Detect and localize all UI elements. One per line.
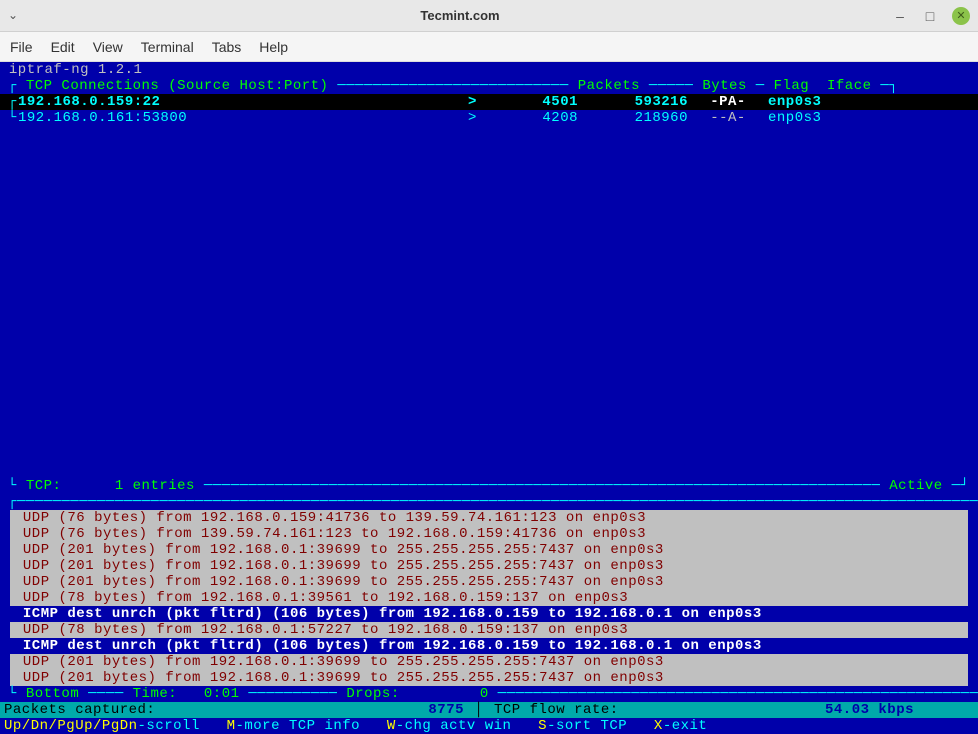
tcp-frame-top: ┌ TCP Connections (Source Host:Port) ───… [0, 78, 978, 94]
connection-list: ┌192.168.0.159:22>4501593216-PA-enp0s3└1… [0, 94, 978, 126]
minimize-button[interactable]: – [892, 8, 908, 24]
menu-file[interactable]: File [10, 39, 33, 55]
app-window: ⌄ Tecmint.com – □ ✕ File Edit View Termi… [0, 0, 978, 734]
stats-separator: │ [464, 702, 494, 718]
maximize-button[interactable]: □ [922, 8, 938, 24]
stats-row: Packets captured: 8775 │ TCP flow rate: … [0, 702, 978, 718]
log-line: ICMP dest unrch (pkt fltrd) (106 bytes) … [10, 638, 968, 654]
menu-help[interactable]: Help [259, 39, 288, 55]
menu-view[interactable]: View [93, 39, 123, 55]
log-line: UDP (201 bytes) from 192.168.0.1:39699 t… [10, 654, 968, 670]
program-title: iptraf-ng 1.2.1 [0, 62, 978, 78]
flow-value: 54.03 kbps [674, 702, 914, 718]
app-menu-icon[interactable]: ⌄ [8, 8, 28, 23]
close-button[interactable]: ✕ [952, 7, 970, 25]
menu-terminal[interactable]: Terminal [141, 39, 194, 55]
log-line: UDP (201 bytes) from 192.168.0.1:39699 t… [10, 542, 968, 558]
menu-tabs[interactable]: Tabs [212, 39, 242, 55]
log-line: UDP (201 bytes) from 192.168.0.1:39699 t… [10, 558, 968, 574]
captured-value: 8775 [204, 702, 464, 718]
menubar: File Edit View Terminal Tabs Help [0, 32, 978, 62]
connection-row[interactable]: └192.168.0.161:53800>4208218960--A-enp0s… [0, 110, 978, 126]
log-line: ICMP dest unrch (pkt fltrd) (106 bytes) … [10, 606, 968, 622]
window-title: Tecmint.com [28, 8, 892, 23]
window-controls: – □ ✕ [892, 7, 970, 25]
log-line: UDP (78 bytes) from 192.168.0.1:39561 to… [10, 590, 968, 606]
captured-label: Packets captured: [4, 702, 204, 718]
packet-log: UDP (76 bytes) from 192.168.0.159:41736 … [10, 510, 968, 686]
flow-label: TCP flow rate: [494, 702, 674, 718]
log-line: UDP (201 bytes) from 192.168.0.1:39699 t… [10, 574, 968, 590]
tcp-frame-bottom: └ TCP: 1 entries ───────────────────────… [0, 478, 978, 494]
help-row: Up/Dn/PgUp/PgDn-scroll M-more TCP info W… [0, 718, 978, 734]
log-frame-top: ┌───────────────────────────────────────… [0, 494, 978, 510]
log-line: UDP (78 bytes) from 192.168.0.1:57227 to… [10, 622, 968, 638]
tcp-empty-area [0, 126, 978, 478]
log-frame-bottom: └ Bottom ──── Time: 0:01 ────────── Drop… [0, 686, 978, 702]
terminal[interactable]: iptraf-ng 1.2.1 ┌ TCP Connections (Sourc… [0, 62, 978, 734]
log-line: UDP (76 bytes) from 139.59.74.161:123 to… [10, 526, 968, 542]
menu-edit[interactable]: Edit [51, 39, 75, 55]
log-line: UDP (76 bytes) from 192.168.0.159:41736 … [10, 510, 968, 526]
titlebar: ⌄ Tecmint.com – □ ✕ [0, 0, 978, 32]
log-line: UDP (201 bytes) from 192.168.0.1:39699 t… [10, 670, 968, 686]
connection-row[interactable]: ┌192.168.0.159:22>4501593216-PA-enp0s3 [0, 94, 978, 110]
